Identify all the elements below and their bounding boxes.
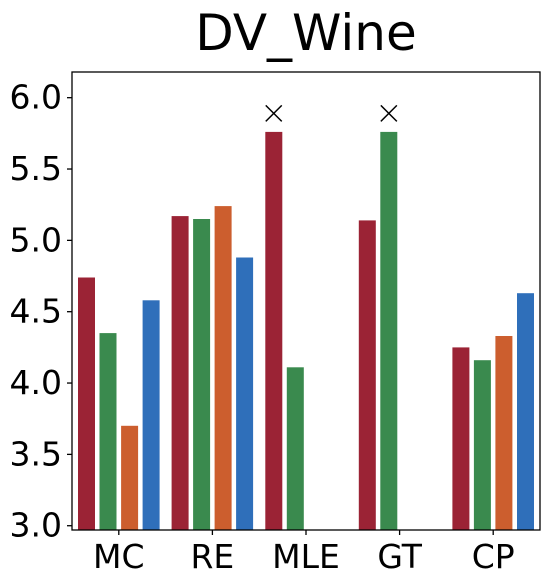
plot-frame (71, 71, 541, 531)
x-marker-gt (380, 104, 398, 122)
bar-mc-s2 (99, 333, 117, 530)
x-tick-label: RE (191, 537, 235, 576)
bar-cp-s3 (495, 336, 513, 530)
y-tick-label: 4.5 (10, 292, 62, 331)
bar-cp-s1 (452, 347, 470, 530)
bar-mc-s4 (142, 300, 160, 530)
x-tick-label: MC (93, 537, 145, 576)
chart-title: DV_Wine (195, 4, 417, 62)
y-tick-label: 6.0 (10, 78, 62, 117)
bar-gt-s2 (380, 131, 398, 530)
y-tick-label: 4.0 (10, 363, 62, 402)
bar-mc-s1 (78, 277, 95, 530)
bar-re-s2 (193, 219, 211, 530)
y-axis: 3.0 3.5 4.0 4.5 5.0 5.5 6.0 (10, 78, 72, 545)
bar-mle-s1 (265, 131, 283, 530)
x-marker-mle (265, 104, 283, 122)
bars-group (78, 131, 534, 530)
bar-mle-s2 (286, 367, 304, 530)
x-axis: MC RE MLE GT CP (93, 530, 515, 576)
bar-re-s1 (171, 216, 189, 530)
y-tick-label: 5.5 (10, 149, 62, 188)
y-tick-label: 3.0 (10, 506, 62, 545)
x-tick-label: GT (377, 537, 422, 576)
bar-gt-s1 (358, 220, 376, 530)
markers-group (265, 104, 398, 122)
x-tick-label: MLE (272, 537, 340, 576)
bar-cp-s4 (517, 293, 534, 530)
bar-re-s3 (214, 206, 232, 530)
y-tick-label: 5.0 (10, 220, 62, 259)
y-tick-label: 3.5 (10, 434, 62, 473)
x-tick-label: CP (472, 537, 515, 576)
bar-mc-s3 (121, 425, 139, 530)
bar-cp-s2 (473, 360, 491, 530)
bar-re-s4 (236, 257, 254, 530)
